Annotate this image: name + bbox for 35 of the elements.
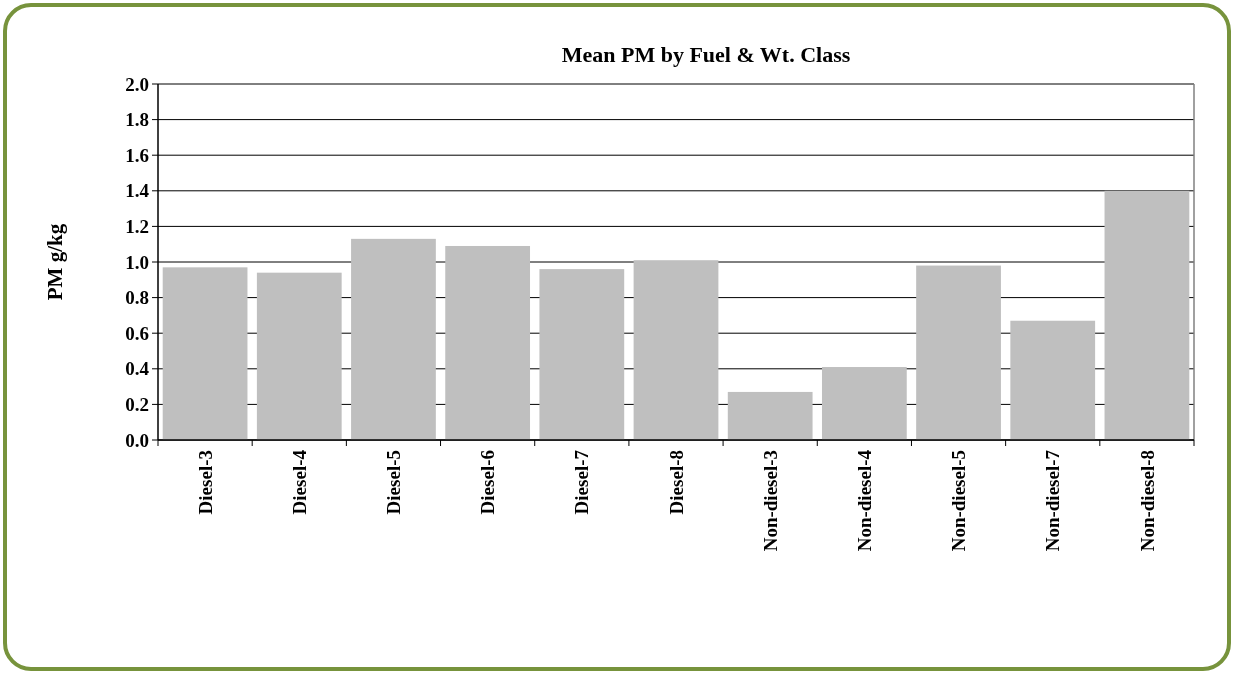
bar bbox=[162, 267, 248, 440]
x-tick-label: Diesel-7 bbox=[571, 449, 593, 515]
y-tick-label: 2.0 bbox=[125, 73, 149, 95]
x-tick-label: Non-diesel-8 bbox=[1136, 450, 1158, 552]
bar bbox=[1010, 320, 1096, 440]
bar bbox=[1104, 190, 1190, 440]
y-tick-label: 0.4 bbox=[125, 358, 150, 380]
x-tick-label: Non-diesel-5 bbox=[948, 450, 970, 552]
chart-title: Mean PM by Fuel & Wt. Class bbox=[561, 42, 851, 67]
bar bbox=[351, 238, 436, 440]
y-tick-label: 1.0 bbox=[125, 251, 149, 273]
y-tick-label: 0.8 bbox=[125, 287, 149, 309]
bar bbox=[633, 260, 719, 440]
x-tick-label: Non-diesel-3 bbox=[759, 450, 781, 552]
bar bbox=[445, 245, 531, 440]
y-axis-title: PM g/kg bbox=[43, 223, 67, 301]
y-tick-label: 1.6 bbox=[125, 144, 149, 166]
x-tick-label: Non-diesel-4 bbox=[854, 449, 876, 552]
y-tick-label: 1.8 bbox=[125, 109, 149, 131]
x-tick-label: Diesel-3 bbox=[194, 450, 216, 515]
bar bbox=[727, 391, 813, 440]
x-tick-label: Diesel-8 bbox=[665, 450, 687, 515]
y-tick-label: 0.6 bbox=[125, 322, 149, 344]
x-tick-label: Diesel-5 bbox=[383, 450, 405, 515]
x-tick-label: Diesel-6 bbox=[477, 450, 499, 515]
y-tick-label: 0.0 bbox=[125, 429, 149, 451]
bar bbox=[539, 269, 625, 440]
x-tick-label: Diesel-4 bbox=[288, 449, 310, 515]
y-tick-label: 1.4 bbox=[125, 180, 150, 202]
bar bbox=[256, 272, 342, 440]
bar bbox=[821, 367, 907, 440]
y-tick-label: 1.2 bbox=[125, 216, 149, 238]
x-tick-label: Non-diesel-7 bbox=[1042, 449, 1064, 552]
bar bbox=[916, 265, 1001, 440]
y-tick-label: 0.2 bbox=[125, 394, 149, 416]
